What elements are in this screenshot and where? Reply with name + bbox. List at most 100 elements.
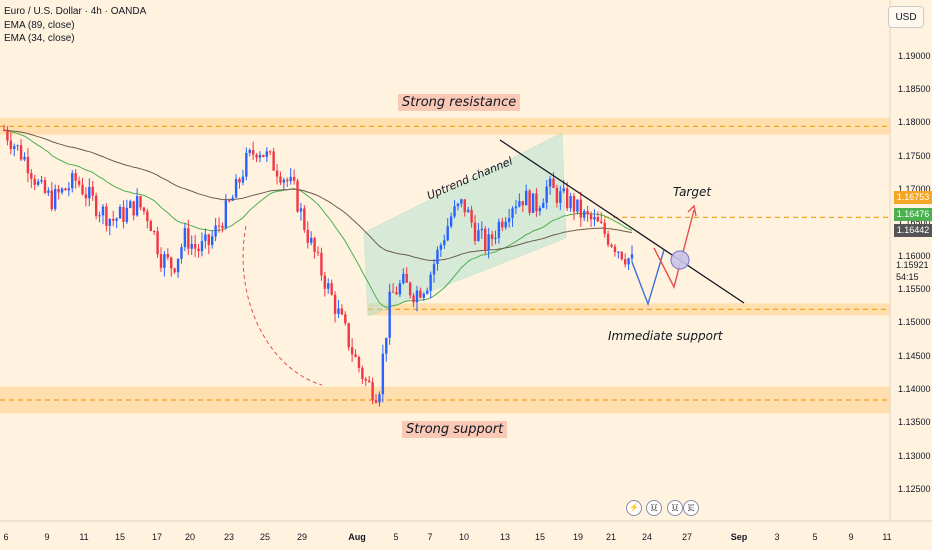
candle-body bbox=[606, 233, 610, 245]
candle-body bbox=[432, 263, 436, 275]
candle-body bbox=[214, 225, 217, 237]
ema89-legend[interactable]: EMA (89, close) bbox=[4, 20, 75, 31]
candle-body bbox=[152, 230, 156, 232]
immediate-support-label: Immediate support bbox=[608, 329, 723, 343]
candle-body bbox=[197, 248, 200, 252]
candle-body bbox=[224, 200, 228, 229]
candle-body bbox=[57, 188, 60, 193]
candle-body bbox=[620, 251, 623, 260]
candle-body bbox=[132, 201, 135, 216]
candle-body bbox=[139, 196, 142, 208]
candle-body bbox=[9, 140, 13, 149]
uptrend-channel bbox=[363, 132, 567, 317]
y-tick-label: 1.17000 bbox=[898, 184, 931, 194]
candle-body bbox=[241, 176, 245, 183]
current-price: 1.15921 bbox=[896, 260, 929, 270]
candle-body bbox=[501, 221, 504, 228]
candle-body bbox=[504, 221, 507, 228]
candle-body bbox=[231, 197, 234, 201]
x-tick-label: 24 bbox=[641, 532, 653, 542]
x-tick-label: 15 bbox=[534, 532, 546, 542]
price-tag-1: 1.16753 bbox=[894, 191, 932, 204]
y-tick-label: 1.15000 bbox=[898, 317, 931, 328]
candle-body bbox=[518, 201, 521, 207]
candle-body bbox=[64, 188, 67, 191]
x-tick-label: 10 bbox=[458, 532, 470, 542]
candle-body bbox=[565, 188, 569, 209]
candle-body bbox=[419, 290, 422, 298]
candle-body bbox=[596, 216, 600, 222]
candle-body bbox=[234, 179, 238, 198]
flag-us-icon[interactable]: 🇺 bbox=[646, 500, 662, 516]
candle-body bbox=[173, 268, 176, 273]
candle-body bbox=[50, 190, 53, 210]
candle-body bbox=[163, 254, 166, 268]
candle-body bbox=[350, 347, 354, 355]
candle-body bbox=[528, 190, 531, 213]
candle-body bbox=[122, 206, 125, 222]
candle-body bbox=[559, 191, 562, 203]
candle-body bbox=[74, 173, 77, 181]
candle-body bbox=[357, 356, 361, 368]
candle-body bbox=[207, 234, 210, 245]
blue-projection bbox=[631, 249, 665, 307]
candle-body bbox=[200, 240, 204, 252]
candle-body bbox=[473, 222, 477, 241]
event-icon[interactable]: ⚡ bbox=[626, 500, 642, 516]
candle-body bbox=[344, 314, 347, 324]
y-tick-label: 1.13500 bbox=[898, 417, 931, 428]
currency-button[interactable]: USD bbox=[888, 6, 924, 28]
candle-body bbox=[562, 188, 565, 192]
candle-body bbox=[623, 259, 627, 265]
y-tick-label: 1.16000 bbox=[898, 250, 931, 261]
y-tick-label: 1.14500 bbox=[898, 350, 931, 361]
trendline bbox=[499, 139, 745, 304]
candle-body bbox=[337, 308, 340, 314]
candle-body bbox=[589, 214, 593, 220]
flag-us-icon[interactable]: 🇺 bbox=[667, 500, 683, 516]
candle-body bbox=[480, 228, 484, 231]
candle-body bbox=[275, 170, 279, 177]
candle-body bbox=[88, 186, 91, 199]
ema34-legend[interactable]: EMA (34, close) bbox=[4, 33, 75, 44]
candle-body bbox=[2, 130, 6, 131]
x-tick-label: 20 bbox=[184, 532, 196, 542]
candle-body bbox=[391, 291, 395, 293]
candle-body bbox=[19, 145, 23, 160]
candle-body bbox=[542, 202, 545, 208]
candle-body bbox=[340, 308, 344, 315]
candle-body bbox=[487, 234, 490, 251]
candle-body bbox=[439, 244, 443, 250]
candle-body bbox=[228, 200, 231, 202]
candle-body bbox=[617, 251, 620, 253]
chart-title: Euro / U.S. Dollar · 4h · OANDA bbox=[4, 6, 147, 17]
candle-body bbox=[497, 221, 501, 238]
candle-body bbox=[187, 228, 190, 249]
candle-body bbox=[610, 244, 613, 247]
flag-eu-icon[interactable]: 🇪 bbox=[683, 500, 699, 516]
candle-body bbox=[98, 215, 101, 217]
candle-body bbox=[453, 206, 456, 217]
candle-body bbox=[135, 196, 139, 216]
x-tick-label: 15 bbox=[114, 532, 126, 542]
candle-body bbox=[262, 154, 265, 157]
candle-body bbox=[176, 258, 180, 273]
candle-body bbox=[91, 186, 94, 196]
candle-body bbox=[156, 231, 159, 255]
candle-body bbox=[412, 295, 415, 303]
y-tick-label: 1.16500 bbox=[898, 217, 931, 228]
candle-body bbox=[524, 190, 528, 206]
candle-body bbox=[415, 290, 419, 303]
candle-body bbox=[245, 153, 248, 177]
candle-body bbox=[289, 176, 292, 182]
candle-body bbox=[569, 196, 572, 209]
sr-zones bbox=[0, 118, 890, 414]
candle-body bbox=[309, 237, 313, 243]
candle-body bbox=[388, 291, 391, 338]
candle-body bbox=[398, 283, 402, 295]
candle-body bbox=[330, 283, 333, 295]
candle-body bbox=[149, 221, 152, 231]
candle-body bbox=[67, 188, 71, 191]
candle-body bbox=[470, 209, 473, 223]
